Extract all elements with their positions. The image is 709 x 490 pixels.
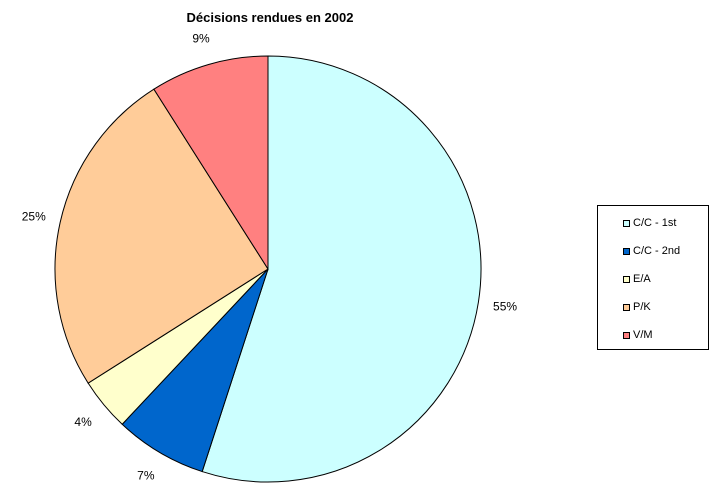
legend-label: V/M: [633, 329, 653, 341]
legend-swatch: [623, 303, 630, 311]
pie-label-c-c-1st: 55%: [493, 300, 517, 314]
legend-label: E/A: [633, 273, 651, 285]
pie-slice-c-c-1st: [201, 55, 482, 483]
legend: C/C - 1st C/C - 2nd E/A P/K V/M: [597, 205, 709, 350]
legend-item-pk: P/K: [623, 300, 651, 314]
legend-swatch: [623, 247, 630, 255]
pie-slice-p-k: [54, 88, 269, 384]
pie-label-v-m: 9%: [192, 32, 210, 46]
pie-label-c-c-2nd: 7%: [137, 469, 155, 483]
legend-label: C/C - 2nd: [633, 245, 681, 257]
pie-slice-v-m: [153, 55, 269, 271]
pie-labels: 55% 7% 4% 25% 9%: [22, 32, 518, 483]
legend-item-cc-2nd: C/C - 2nd: [623, 244, 680, 258]
legend-swatch: [623, 331, 630, 339]
pie-slices: [54, 55, 482, 483]
legend-swatch: [623, 219, 630, 227]
legend-label: C/C - 1st: [633, 217, 677, 229]
legend-swatch: [623, 275, 630, 283]
pie-label-p-k: 25%: [22, 210, 46, 224]
pie-label-e-a: 4%: [74, 415, 92, 429]
legend-label: P/K: [633, 301, 651, 313]
legend-item-cc-1st: C/C - 1st: [623, 216, 676, 230]
legend-item-vm: V/M: [623, 328, 653, 342]
legend-item-ea: E/A: [623, 272, 651, 286]
chart-title: Décisions rendues en 2002: [187, 10, 354, 25]
